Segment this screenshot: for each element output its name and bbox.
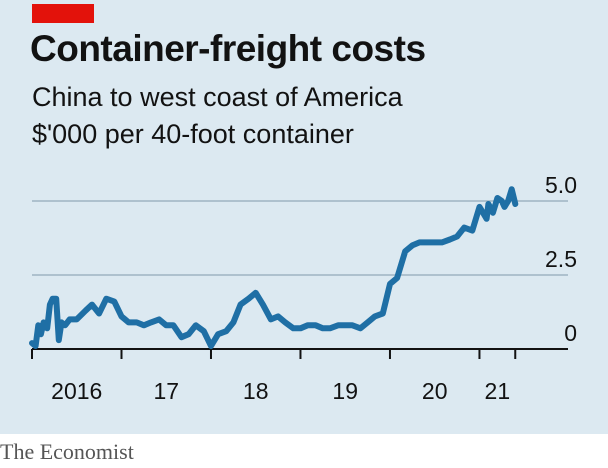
series-line [29,186,519,349]
source-credit: The Economist [0,439,134,464]
brand-accent-bar [32,4,94,23]
line-chart: 0 2.5 5.0 2016 17 18 19 20 21 [29,172,577,404]
x-axis [31,348,568,359]
chart-title: Container-freight costs [30,28,426,69]
x-tick-label: 19 [332,378,358,404]
y-tick-label: 2.5 [545,246,577,272]
series-lines [29,186,519,349]
x-tick-labels: 2016 17 18 19 20 21 [51,378,510,404]
unit-label: $'000 per 40-foot container [32,119,354,149]
x-tick-label: 18 [243,378,269,404]
y-tick-label: 5.0 [545,172,577,198]
chart-panel: Container-freight costs China to west co… [0,0,608,434]
x-tick-label: 21 [485,378,511,404]
x-tick-label: 20 [422,378,448,404]
y-tick-labels: 0 2.5 5.0 [545,172,577,346]
x-tick-label: 17 [153,378,179,404]
chart-subtitle: China to west coast of America [32,82,403,112]
x-tick-label: 2016 [51,378,102,404]
y-tick-label: 0 [564,320,577,346]
gridlines [32,200,568,276]
